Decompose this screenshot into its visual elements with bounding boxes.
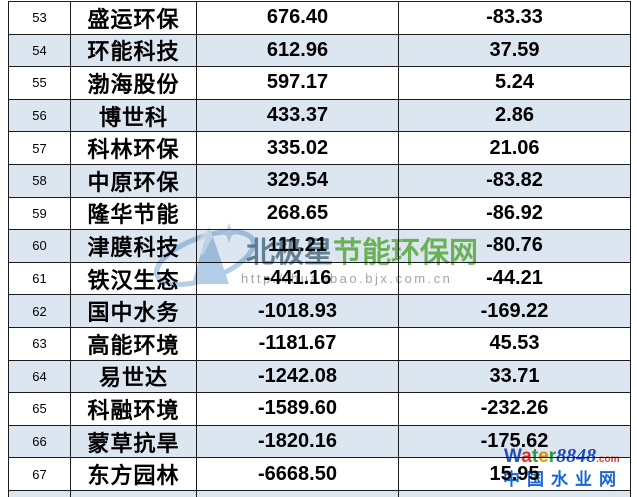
- table-row: 58 中原环保 329.54 -83.82: [9, 164, 631, 198]
- table-row: 57 科林环保 335.02 21.06: [9, 132, 631, 165]
- value-secondary-cell: -83.33: [399, 2, 631, 34]
- value-primary-cell: 597.17: [197, 67, 399, 99]
- company-name-cell: 博世科: [71, 99, 197, 132]
- rank-cell: 60: [9, 230, 71, 262]
- value-secondary-cell: -86.92: [399, 197, 631, 230]
- company-name-cell: 隆华节能: [71, 197, 197, 230]
- value-secondary-cell: 15.95: [399, 458, 631, 490]
- value-primary-cell: -6668.50: [197, 458, 399, 490]
- rank-cell: 64: [9, 360, 71, 393]
- rank-cell: 54: [9, 34, 71, 67]
- company-name-cell: 中原环保: [71, 164, 197, 197]
- value-primary-cell: -1181.67: [197, 327, 399, 360]
- value-secondary-cell: -44.21: [399, 262, 631, 295]
- value-secondary-cell: 45.53: [399, 327, 631, 360]
- value-secondary-cell: -232.26: [399, 393, 631, 425]
- company-name-cell: 盛运环保: [71, 2, 197, 34]
- value-primary-cell: 111.21: [197, 230, 399, 262]
- table-row: 60 津膜科技 111.21 -80.76: [9, 230, 631, 263]
- company-name-cell: 环能科技: [71, 34, 197, 67]
- value-primary-cell: 268.65: [197, 197, 399, 230]
- company-name-cell: 蒙草抗旱: [71, 425, 197, 458]
- table-row: 66 蒙草抗旱 -1820.16 -175.62: [9, 425, 631, 459]
- value-primary-cell: -1820.16: [197, 425, 399, 458]
- table-row: 53 盛运环保 676.40 -83.33: [9, 2, 631, 35]
- table-row: 64 易世达 -1242.08 33.71: [9, 360, 631, 394]
- value-secondary-cell: -175.62: [399, 425, 631, 458]
- company-name-cell: 铁汉生态: [71, 262, 197, 295]
- rank-cell: 55: [9, 67, 71, 99]
- value-primary-cell: -1242.08: [197, 360, 399, 393]
- table-row: 54 环能科技 612.96 37.59: [9, 34, 631, 68]
- company-name-cell: 东方园林: [71, 458, 197, 490]
- table-row: 56 博世科 433.37 2.86: [9, 99, 631, 133]
- value-primary-cell: 612.96: [197, 34, 399, 67]
- rank-cell: [9, 490, 71, 497]
- value-secondary-cell: 33.71: [399, 360, 631, 393]
- table-row: 61 铁汉生态 -441.16 -44.21: [9, 262, 631, 296]
- rank-cell: 57: [9, 132, 71, 164]
- value-secondary-cell: -169.22: [399, 295, 631, 327]
- rank-cell: 61: [9, 262, 71, 295]
- table-row: 67 东方园林 -6668.50 15.95: [9, 458, 631, 491]
- value-secondary-cell: 5.24: [399, 67, 631, 99]
- value-primary-cell: -1589.60: [197, 393, 399, 425]
- value-secondary-cell: 37.59: [399, 34, 631, 67]
- rank-cell: 63: [9, 327, 71, 360]
- ranking-table: 53 盛运环保 676.40 -83.33 54 环能科技 612.96 37.…: [8, 1, 631, 497]
- partial-next-row: [9, 490, 631, 497]
- value-primary-cell: 676.40: [197, 2, 399, 34]
- value-primary-cell: -1018.93: [197, 295, 399, 327]
- table-row: 55 渤海股份 597.17 5.24: [9, 67, 631, 100]
- value-secondary-cell: -83.82: [399, 164, 631, 197]
- table-row: 62 国中水务 -1018.93 -169.22: [9, 295, 631, 328]
- rank-cell: 62: [9, 295, 71, 327]
- rank-cell: 67: [9, 458, 71, 490]
- value-primary-cell: [197, 490, 399, 497]
- table-row: 65 科融环境 -1589.60 -232.26: [9, 393, 631, 426]
- value-primary-cell: 433.37: [197, 99, 399, 132]
- rank-cell: 53: [9, 2, 71, 34]
- rank-cell: 58: [9, 164, 71, 197]
- value-primary-cell: 329.54: [197, 164, 399, 197]
- value-secondary-cell: 2.86: [399, 99, 631, 132]
- table-row: 59 隆华节能 268.65 -86.92: [9, 197, 631, 231]
- rank-cell: 56: [9, 99, 71, 132]
- company-name-cell: [71, 490, 197, 497]
- value-primary-cell: -441.16: [197, 262, 399, 295]
- company-name-cell: 科林环保: [71, 132, 197, 164]
- company-name-cell: 高能环境: [71, 327, 197, 360]
- rank-cell: 65: [9, 393, 71, 425]
- rank-cell: 66: [9, 425, 71, 458]
- table-body: 53 盛运环保 676.40 -83.33 54 环能科技 612.96 37.…: [9, 2, 631, 491]
- company-name-cell: 科融环境: [71, 393, 197, 425]
- value-secondary-cell: -80.76: [399, 230, 631, 262]
- value-secondary-cell: [399, 490, 631, 497]
- value-secondary-cell: 21.06: [399, 132, 631, 164]
- company-name-cell: 易世达: [71, 360, 197, 393]
- company-name-cell: 津膜科技: [71, 230, 197, 262]
- company-name-cell: 渤海股份: [71, 67, 197, 99]
- value-primary-cell: 335.02: [197, 132, 399, 164]
- rank-cell: 59: [9, 197, 71, 230]
- company-name-cell: 国中水务: [71, 295, 197, 327]
- table-row: 63 高能环境 -1181.67 45.53: [9, 327, 631, 361]
